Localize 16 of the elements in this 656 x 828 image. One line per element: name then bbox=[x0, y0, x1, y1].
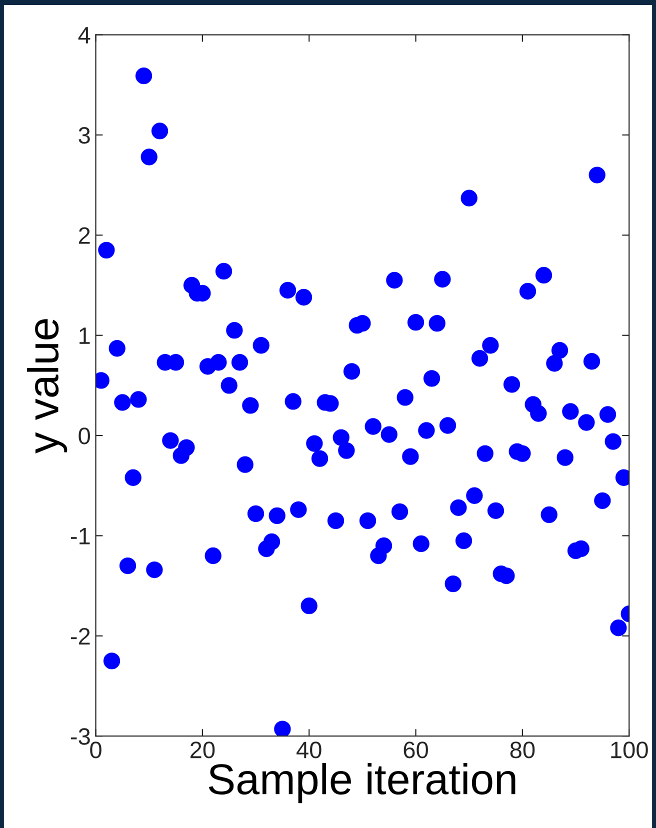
x-tick-label: 60 bbox=[404, 742, 428, 758]
y-tick-label: 3 bbox=[78, 127, 90, 144]
y-tick-label: 2 bbox=[78, 227, 90, 244]
x-tick-label: 100 bbox=[611, 742, 648, 758]
y-tick-label: -1 bbox=[70, 528, 90, 544]
y-tick-label: -3 bbox=[70, 728, 90, 745]
x-tick-label: 20 bbox=[190, 742, 215, 758]
x-axis-title: Sample iteration bbox=[208, 762, 516, 804]
y-tick-label: 4 bbox=[78, 27, 90, 44]
x-tick-label: 80 bbox=[510, 742, 535, 758]
x-tick-label: 40 bbox=[296, 742, 322, 758]
y-tick-label: 0 bbox=[78, 428, 90, 444]
y-axis-title: y value bbox=[27, 319, 68, 454]
x-tick-label: 0 bbox=[90, 742, 102, 758]
y-tick-label: 1 bbox=[80, 328, 90, 344]
y-tick-label: -2 bbox=[70, 628, 90, 644]
